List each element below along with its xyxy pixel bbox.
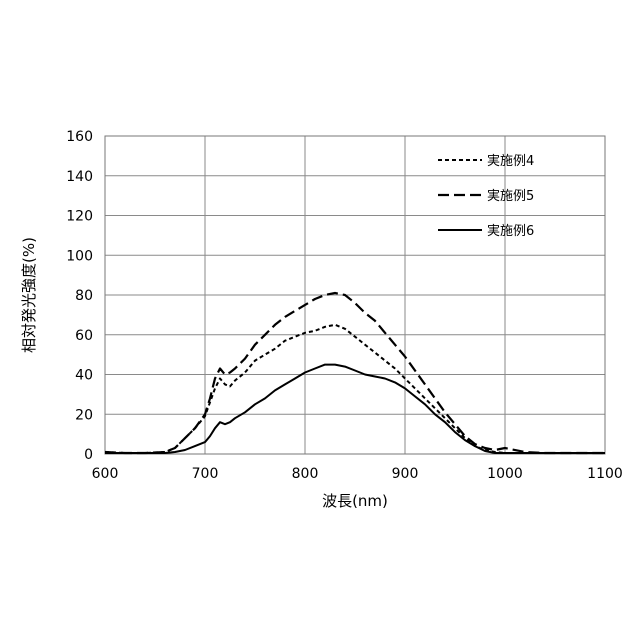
series-line-2 [105, 293, 605, 453]
legend-label-3: 実施例6 [487, 223, 534, 239]
x-axis-title: 波長(nm) [322, 492, 388, 510]
x-tick-label: 900 [392, 466, 419, 482]
x-tick-label: 600 [92, 466, 119, 482]
x-tick-label: 800 [292, 466, 319, 482]
grid [105, 136, 605, 454]
y-tick-label: 140 [66, 169, 93, 185]
legend-label-1: 実施例4 [487, 153, 534, 169]
x-tick-label: 1000 [487, 466, 523, 482]
y-tick-label: 120 [66, 209, 93, 225]
y-tick-label: 20 [75, 407, 93, 423]
y-tick-label: 100 [66, 248, 93, 264]
x-tick-label: 1100 [587, 466, 623, 482]
y-axis-title: 相対発光強度(%) [20, 237, 38, 353]
series-line-3 [105, 365, 605, 453]
legend-label-2: 実施例5 [487, 188, 534, 204]
y-tick-label: 40 [75, 368, 93, 384]
y-tick-label: 0 [84, 447, 93, 463]
series-group [105, 293, 605, 453]
y-tick-label: 160 [66, 129, 93, 145]
tick-labels: 0 20 40 60 80 100 120 140 160 600 700 800 900 1000 110… [66, 129, 623, 482]
y-tick-label: 80 [75, 288, 93, 304]
legend: 実施例4 実施例5 実施例6 [438, 153, 534, 239]
series-line-1 [105, 325, 605, 453]
y-tick-label: 60 [75, 328, 93, 344]
x-tick-label: 700 [192, 466, 219, 482]
